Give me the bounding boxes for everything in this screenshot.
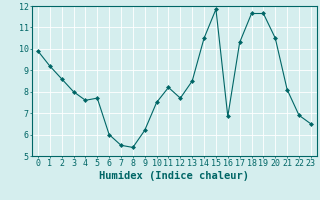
- X-axis label: Humidex (Indice chaleur): Humidex (Indice chaleur): [100, 171, 249, 181]
